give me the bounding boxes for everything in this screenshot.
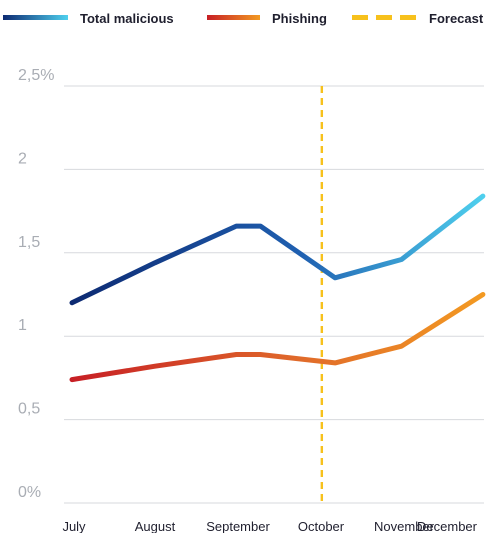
legend-item-total-malicious: Total malicious (3, 11, 174, 26)
legend: Total malicious Phishing Forecast (3, 11, 484, 26)
grid (64, 85, 484, 504)
y-tick-label: 1,5 (18, 234, 40, 251)
x-tick-label-november: November (374, 519, 435, 533)
y-tick-label: 1 (18, 317, 27, 334)
x-tick-label-july: July (62, 519, 86, 533)
y-tick-label: 2 (18, 150, 27, 167)
x-tick-label-december: December (417, 519, 478, 533)
legend-item-phishing: Phishing (207, 11, 327, 26)
legend-label-forecast: Forecast (429, 11, 484, 26)
x-tick-label-october: October (298, 519, 345, 533)
y-tick-label: 0,5 (18, 401, 40, 418)
x-axis: July August September October November D… (62, 519, 477, 533)
legend-label-phishing: Phishing (272, 11, 327, 26)
legend-item-forecast: Forecast (352, 11, 484, 26)
legend-swatch-phishing (207, 15, 260, 20)
x-tick-label-september: September (206, 519, 270, 533)
series-line-phishing (69, 292, 486, 383)
legend-label-total-malicious: Total malicious (80, 11, 174, 26)
y-tick-label: 2,5% (18, 67, 54, 84)
x-tick-label-august: August (135, 519, 176, 533)
legend-swatch-total-malicious (3, 15, 68, 20)
series-line-total-malicious (69, 193, 486, 306)
y-axis: 0% 0,5 1 1,5 2 2,5% (18, 67, 54, 501)
y-tick-label: 0% (18, 484, 41, 501)
